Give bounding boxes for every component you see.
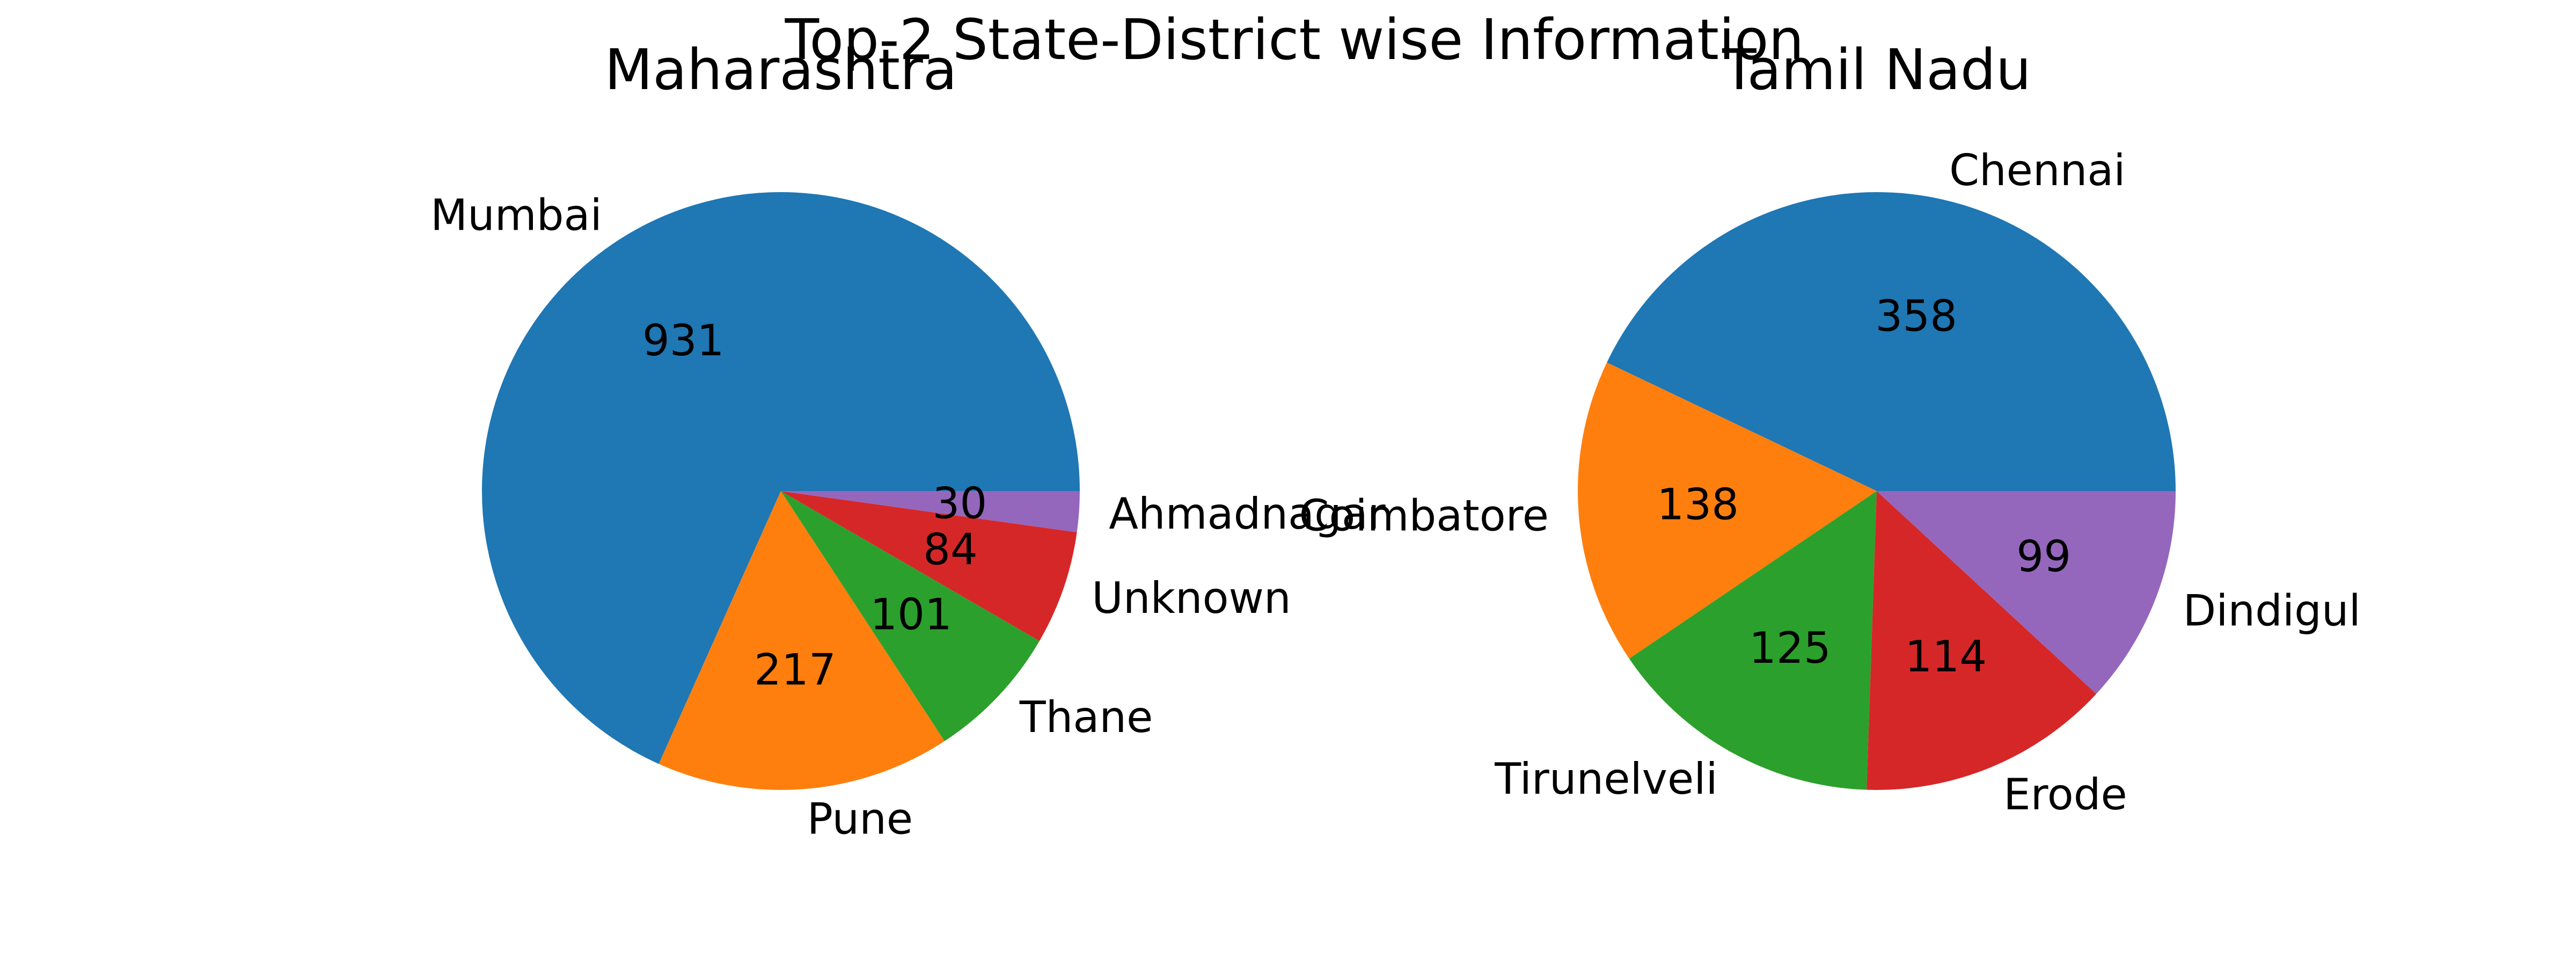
pie-value-label-mumbai: 931	[642, 316, 724, 365]
pie-slice-thane	[781, 491, 1040, 742]
figure-suptitle: Top-2 State-District wise Information	[785, 7, 1804, 72]
pie-slices-tamil-nadu	[1577, 192, 2176, 791]
pie-value-label-erode: 114	[1905, 632, 1987, 682]
pie-category-label-tirunelveli: Tirunelveli	[1494, 754, 1717, 804]
pie-category-label-mumbai: Mumbai	[430, 190, 602, 240]
pie-value-label-ahmadnagar: 30	[933, 479, 987, 529]
pie-value-label-thane: 101	[870, 589, 952, 639]
pie-category-label-unknown: Unknown	[1092, 573, 1291, 623]
pie-labels-maharashtra: Mumbai 931 Pune 217 Thane 101 Unknown 84 Ahmadna…	[430, 190, 1386, 844]
pie-slice-chennai	[1607, 192, 2176, 491]
pie-slice-coimbatore	[1577, 362, 1877, 659]
pie-labels-tamil-nadu: Chennai 358 Coimbatore 138 Tirunelveli 125 Ero…	[1299, 145, 2361, 819]
pie-value-label-dindigul: 99	[2016, 531, 2071, 581]
pie-slice-mumbai	[482, 192, 1080, 764]
pie-value-label-coimbatore: 138	[1657, 480, 1739, 530]
pie-category-label-erode: Erode	[2003, 770, 2127, 819]
pie-slice-unknown	[781, 491, 1077, 641]
pie-value-label-pune: 217	[754, 645, 836, 695]
pie-title-maharashtra: Maharashtra	[605, 37, 957, 103]
pie-value-label-tirunelveli: 125	[1749, 623, 1831, 673]
pie-value-label-chennai: 358	[1875, 291, 1957, 341]
pie-slice-ahmadnagar	[781, 491, 1080, 532]
pie-value-label-unknown: 84	[923, 524, 978, 574]
pie-slices-maharashtra	[482, 192, 1080, 790]
pie-category-label-dindigul: Dindigul	[2183, 586, 2361, 636]
pie-slice-tirunelveli	[1629, 491, 1877, 790]
pie-category-label-thane: Thane	[1019, 692, 1153, 742]
pie-category-label-coimbatore: Coimbatore	[1299, 491, 1549, 541]
pie-slice-erode	[1867, 491, 2097, 791]
pie-slice-pune	[658, 491, 945, 790]
pie-chart-tamil-nadu: Tamil Nadu Chennai 358 Coimbatore 138 Tirune…	[1299, 37, 2361, 819]
pie-title-tamil-nadu: Tamil Nadu	[1722, 37, 2031, 103]
pie-slice-dindigul	[1877, 491, 2176, 694]
pie-category-label-ahmadnagar: Ahmadnagar	[1109, 489, 1386, 539]
pie-category-label-pune: Pune	[807, 794, 913, 844]
pie-category-label-chennai: Chennai	[1949, 145, 2125, 195]
pie-chart-maharashtra: Maharashtra Mumbai 931 Pune 217 Thane 101 Unkn…	[430, 37, 1386, 844]
